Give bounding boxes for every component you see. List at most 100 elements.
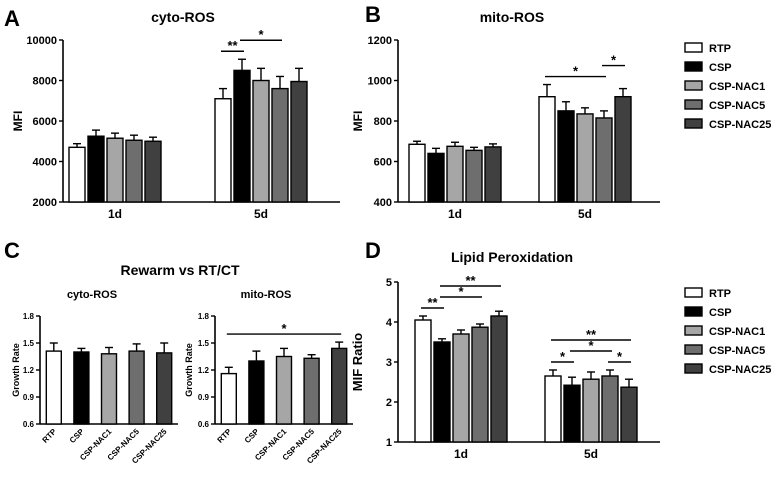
y-axis-label-c2: Growth Rate [184,343,194,397]
legend-swatch-csp-nac1 [684,80,703,91]
y-tick-label-b: 400 [374,197,392,209]
bar-c2-rtp [220,372,238,425]
panel-c: C Rewarm vs RT/CT cyto-ROS mito-ROS [4,238,291,301]
legend-label-csp-nac25: CSP-NAC25 [709,364,771,376]
legend-label-csp: CSP [709,307,732,319]
bar-a-csp-nac25-5d [290,80,308,203]
bar-a-csp-nac5-5d [271,87,289,203]
panel-b: B mito-ROS [365,2,544,27]
legend-label-rtp: RTP [709,43,731,55]
y-axis-label-c1: Growth Rate [11,343,21,397]
panel-letter-d: D [365,238,381,263]
bar-a-csp-nac1-1d [106,137,124,203]
bar-d-csp-nac5-5d [601,375,619,443]
x-tick-label-a: 1d [108,207,122,221]
x-tick-label-c1: CSP [68,427,86,445]
bar-a-csp-nac5-1d [125,139,143,203]
x-tick-label-d: 1d [454,447,468,461]
legend-swatch-csp [684,306,703,317]
y-tick-label-d: 2 [386,397,392,409]
y-tick-label-c1: 1.5 [23,339,35,348]
chart-title-c2: mito-ROS [241,289,292,301]
bar-d-csp-nac1-5d [582,378,600,443]
bar-c1-csp [73,351,90,425]
bar-c1-rtp [45,350,62,425]
x-tick-label-c2: CSP [243,427,261,445]
plot-b: 400 600 800 1000 1200 MFI 1d 5d * * [351,35,660,221]
legend-label-csp-nac1: CSP-NAC1 [709,81,765,93]
y-tick-label-c1: 1.8 [23,312,35,321]
significance-label-b: * [573,64,579,79]
y-tick-label-a: 2000 [33,197,57,209]
bar-c1-csp-nac1 [100,353,118,425]
significance-label-d: * [458,284,464,299]
bar-a-csp-5d [233,69,251,203]
legend-swatch-rtp [684,42,703,53]
x-tick-label-a: 5d [254,207,268,221]
bar-d-csp-5d [563,384,581,443]
bar-a-csp-1d [87,135,105,203]
legend-bottom: RTP CSP CSP-NAC1 CSP-NAC5 CSP-NAC25 [684,287,771,376]
legend-label-rtp: RTP [709,288,731,300]
y-tick-label-a: 6000 [33,116,57,128]
chart-title-c1: cyto-ROS [67,289,117,301]
y-tick-label-c1: 0.9 [23,393,35,402]
bar-b-csp-nac1-1d [446,145,464,203]
y-tick-label-c1: 0.6 [23,420,35,429]
bar-c1-csp-nac25 [155,352,173,425]
y-tick-label-c2: 1.5 [198,339,210,348]
bar-d-rtp-5d [544,375,562,443]
significance-label-d: * [588,338,594,353]
legend-swatch-csp-nac25 [684,118,703,129]
y-axis-label-d: MIF Ratio [350,333,365,392]
bar-d-rtp-1d [414,319,432,443]
panel-a: A cyto-ROS [4,6,215,31]
bar-b-rtp-5d [538,95,556,203]
legend-swatch-csp-nac1 [684,325,703,336]
bar-a-csp-nac1-5d [252,79,270,203]
legend-label-csp: CSP [709,62,732,74]
y-tick-label-d: 1 [386,437,392,449]
bar-a-rtp-1d [68,146,86,203]
chart-title-d: Lipid Peroxidation [451,249,573,265]
x-tick-label-b: 1d [448,207,462,221]
y-axis-label-b: MFI [351,111,365,132]
bar-c2-csp-nac5 [303,357,320,425]
bar-c2-csp-nac25 [331,347,348,425]
significance-label-d: * [617,349,623,364]
legend-label-csp-nac25: CSP-NAC25 [709,119,771,131]
y-tick-label-c1: 1.2 [23,366,35,375]
y-tick-label-a: 8000 [33,75,57,87]
y-tick-label-d: 5 [386,277,392,289]
bar-b-csp-nac1-5d [576,113,594,203]
y-axis-label-a: MFI [11,111,25,132]
significance-label-b: * [611,53,617,68]
y-tick-label-a: 10000 [26,35,57,47]
legend-swatch-csp-nac5 [684,99,703,110]
y-tick-label-c2: 1.8 [198,312,210,321]
legend-label-csp-nac5: CSP-NAC5 [709,345,765,357]
y-tick-label-d: 4 [386,317,393,329]
y-tick-label-b: 600 [374,156,392,168]
significance-label-d: ** [427,295,438,310]
bar-b-csp-nac25-1d [484,146,502,203]
y-tick-label-b: 800 [374,116,392,128]
legend-label-csp-nac1: CSP-NAC1 [709,326,765,338]
bar-c2-csp [248,360,265,425]
bar-c1-csp-nac5 [128,350,145,425]
x-tick-label-c1: RTP [41,427,59,445]
panel-d: D Lipid Peroxidation [365,238,573,265]
bar-c2-csp-nac1 [275,355,293,425]
bar-b-csp-nac25-5d [614,95,632,203]
bar-b-rtp-1d [408,143,426,203]
bar-a-csp-nac25-1d [144,140,162,203]
bar-b-csp-5d [557,110,575,203]
y-tick-label-c2: 0.6 [198,420,210,429]
bar-d-csp-nac1-1d [452,333,470,443]
bar-b-csp-1d [427,152,445,203]
significance-label-a: ** [227,38,238,53]
y-tick-label-c2: 0.9 [198,393,210,402]
section-title-c: Rewarm vs RT/CT [120,262,239,278]
